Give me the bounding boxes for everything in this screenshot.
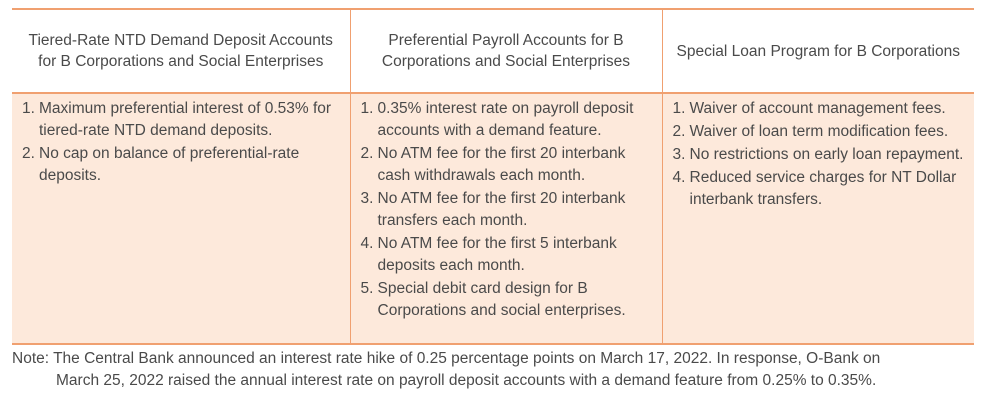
- footnote-line-1: Note: The Central Bank announced an inte…: [12, 350, 881, 367]
- content-row: 1. Maximum preferential interest of 0.53%…: [12, 93, 974, 345]
- list-item: 1. Waiver of account management fees.: [672, 100, 946, 117]
- footnote-line-2: March 25, 2022 raised the annual interes…: [56, 372, 877, 389]
- list-item-text: Maximum preferential interest of 0.53% f…: [39, 100, 332, 139]
- header-row: Tiered-Rate NTD Demand Deposit Accounts …: [12, 8, 974, 94]
- list-item-text: Waiver of account management fees.: [689, 100, 946, 117]
- list-item: 3. No ATM fee for the first 20 interbank …: [360, 190, 626, 229]
- list-item: 5. Special debit card design for B Corpor…: [360, 280, 626, 319]
- list-item-text: Special debit card design for B Corporat…: [377, 280, 626, 319]
- cell-tiered-rate: 1. Maximum preferential interest of 0.53%…: [12, 93, 350, 345]
- list-item: 1. Maximum preferential interest of 0.53%…: [22, 100, 332, 139]
- list-item: 1. 0.35% interest rate on payroll deposit…: [360, 100, 634, 139]
- list-item: 2. No ATM fee for the first 20 interbank …: [360, 145, 626, 184]
- list-item: 3. No restrictions on early loan repaymen…: [672, 146, 964, 163]
- list-item-text: No ATM fee for the first 5 interbank dep…: [377, 235, 617, 274]
- list-item-text: Reduced service charges for NT Dollar in…: [689, 169, 957, 208]
- list-item-text: No restrictions on early loan repayment.: [689, 146, 964, 163]
- list-item-text: No cap on balance of preferential-rate d…: [39, 145, 300, 184]
- column-header-loan: Special Loan Program for B Corporations: [661, 8, 974, 94]
- footnote: Note: The Central Bank announced an inte…: [12, 348, 977, 392]
- list-item-text: Waiver of loan term modification fees.: [689, 123, 949, 140]
- cell-payroll: 1. 0.35% interest rate on payroll deposit…: [349, 93, 662, 345]
- list-item: 4. Reduced service charges for NT Dollar …: [672, 169, 957, 208]
- list-item: 4. No ATM fee for the first 5 interbank d…: [360, 235, 617, 274]
- list-item: 2. No cap on balance of preferential-rate…: [22, 145, 300, 184]
- list-item-text: No ATM fee for the first 20 interbank ca…: [377, 145, 626, 184]
- list-item: 2. Waiver of loan term modification fees.: [672, 123, 949, 140]
- list-item-text: 0.35% interest rate on payroll deposit a…: [377, 100, 634, 139]
- list-payroll: 1. 0.35% interest rate on payroll deposit…: [361, 98, 654, 322]
- column-header-payroll: Preferential Payroll Accounts for B Corp…: [349, 8, 662, 94]
- cell-loan: 1. Waiver of account management fees. 2. W…: [661, 93, 974, 345]
- list-loan: 1. Waiver of account management fees. 2. W…: [673, 98, 967, 211]
- list-item-text: No ATM fee for the first 20 interbank tr…: [377, 190, 626, 229]
- column-header-tiered-rate: Tiered-Rate NTD Demand Deposit Accounts …: [12, 8, 350, 94]
- comparison-table: Tiered-Rate NTD Demand Deposit Accounts …: [12, 8, 974, 345]
- list-tiered-rate: 1. Maximum preferential interest of 0.53%…: [22, 98, 342, 187]
